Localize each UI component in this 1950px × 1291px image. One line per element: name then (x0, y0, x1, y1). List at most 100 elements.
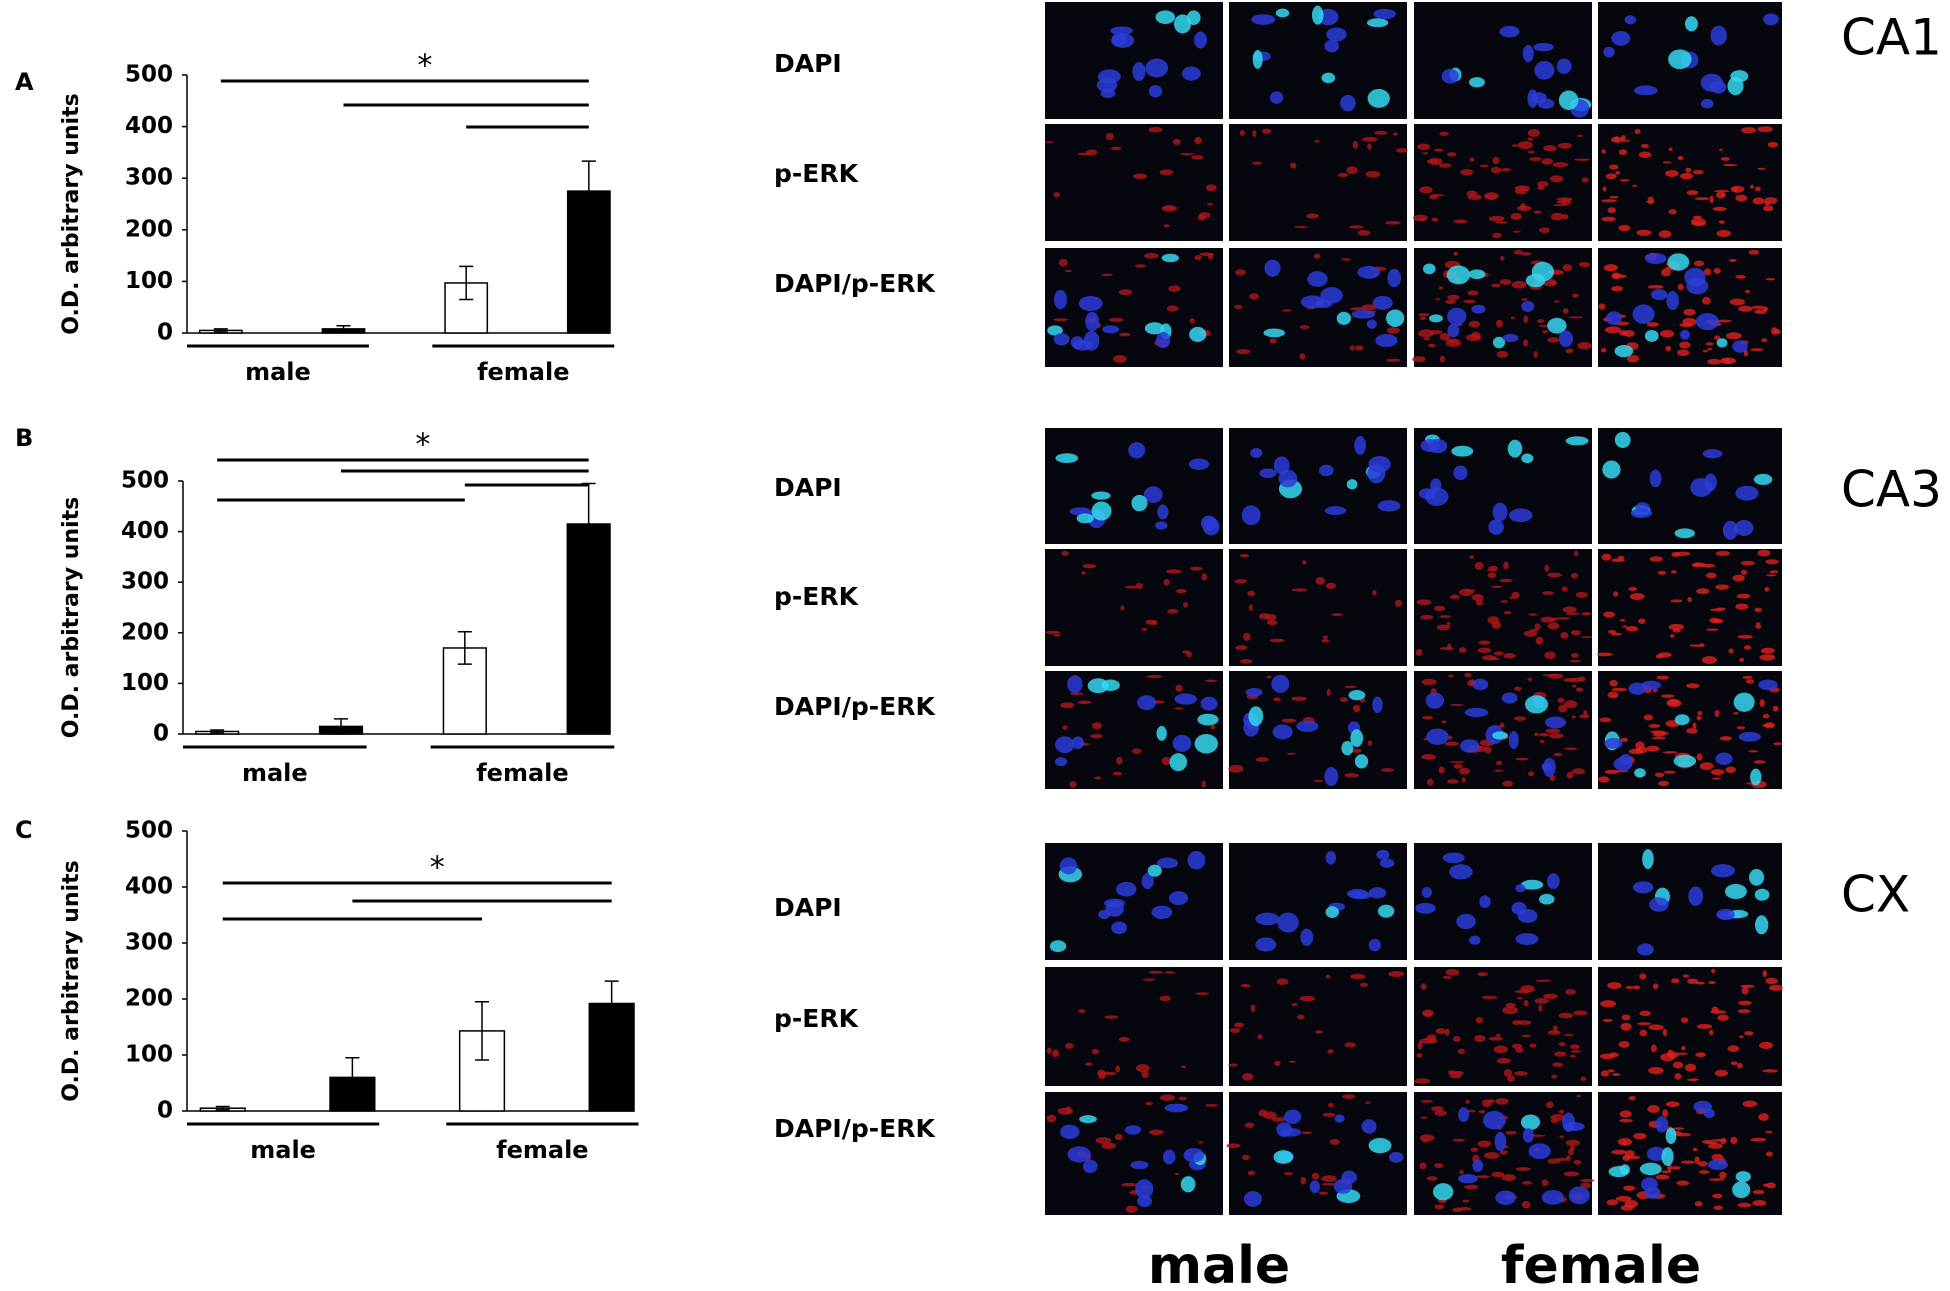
stain-signal (1617, 1137, 1633, 1146)
stain-signal (1243, 632, 1251, 641)
stain-signal (1573, 1159, 1582, 1165)
stain-signal (1760, 647, 1775, 654)
stain-signal (1647, 284, 1664, 289)
stain-signal (1503, 653, 1517, 659)
stain-signal (1562, 308, 1569, 314)
stain-signal (1563, 1171, 1580, 1177)
stain-signal (1565, 989, 1576, 995)
stain-signal (1121, 1182, 1138, 1187)
stain-signal (1739, 1035, 1744, 1038)
stain-signal (1679, 329, 1691, 340)
stain-signal (1348, 689, 1366, 701)
stain-signal (1754, 915, 1769, 935)
stain-signal (1655, 1174, 1670, 1180)
stain-signal (1469, 935, 1481, 945)
stain-signal (1634, 129, 1641, 135)
stain-signal (1427, 1039, 1438, 1044)
stain-signal (1300, 928, 1314, 946)
stain-signal (1273, 1150, 1294, 1164)
stain-signal (1624, 1150, 1635, 1158)
stain-signal (1273, 456, 1290, 475)
stain-signal (1720, 156, 1730, 161)
stain-signal (1638, 618, 1646, 624)
stain-signal (1742, 1100, 1758, 1108)
stain-signal (1525, 695, 1549, 714)
stain-signal (1451, 1071, 1464, 1075)
stain-signal (1730, 185, 1745, 193)
stain-signal (1465, 334, 1482, 342)
stain-signal (1683, 308, 1696, 316)
stain-signal (1764, 1130, 1773, 1134)
stain-signal (1757, 549, 1771, 557)
stain-signal (1064, 269, 1072, 273)
stain-signal (1272, 724, 1293, 740)
stain-signal (1632, 304, 1655, 324)
micrograph (1414, 843, 1592, 960)
stain-signal (1423, 1011, 1433, 1018)
stain-signal (1733, 692, 1755, 712)
stain-signal (1478, 1110, 1486, 1114)
stain-signal (1251, 14, 1276, 25)
stain-signal (1264, 259, 1281, 277)
stain-signal (1059, 857, 1078, 875)
stain-signal (1710, 25, 1727, 46)
stain-signal (1552, 1062, 1564, 1067)
stain-signal (1459, 739, 1480, 753)
stain-signal (1065, 1042, 1074, 1050)
stain-signal (1606, 1199, 1619, 1206)
stain-signal (1543, 993, 1558, 1000)
stain-signal (1712, 206, 1727, 212)
stain-signal (1173, 14, 1192, 34)
stain-signal (1695, 313, 1720, 331)
stain-signal (1071, 736, 1085, 750)
stain-signal (1765, 1151, 1773, 1157)
stain-signal (1648, 1024, 1664, 1031)
stain-signal (1614, 345, 1634, 358)
stain-signal (1500, 168, 1511, 172)
stain-signal (1277, 912, 1299, 933)
stain-signal (1738, 305, 1753, 312)
stain-signal (1091, 1048, 1100, 1055)
stain-signal (1186, 10, 1201, 26)
stain-signal (1228, 1063, 1239, 1067)
column-label: male (1148, 1236, 1290, 1291)
stain-signal (1169, 753, 1188, 772)
stain-signal (1456, 913, 1476, 930)
stain-signal (1570, 572, 1579, 579)
stain-signal (1755, 622, 1761, 625)
stain-signal (1527, 129, 1541, 137)
error-bar (459, 265, 474, 301)
stain-signal (1622, 625, 1628, 628)
error-bar (215, 1105, 230, 1111)
stain-signal (1702, 349, 1709, 353)
stain-signal (1674, 714, 1690, 726)
stain-signal (1507, 439, 1523, 458)
stain-signal (1657, 570, 1667, 575)
stain-signal (1712, 618, 1724, 624)
stain-signal (1692, 1147, 1698, 1152)
stain-signal (1420, 983, 1427, 990)
stain-signal (1701, 656, 1718, 664)
stain-signal (1511, 280, 1527, 289)
stain-signal (1617, 555, 1625, 560)
stain-signal (1060, 702, 1075, 709)
stain-signal (1547, 317, 1567, 334)
stain-signal (1166, 305, 1179, 312)
stain-signal (1396, 148, 1408, 153)
stain-signal (1053, 633, 1061, 637)
stain-signal (1694, 1156, 1700, 1164)
stain-signal (1741, 127, 1757, 134)
stain-signal (1562, 606, 1577, 613)
stain-signal (1375, 333, 1398, 347)
stain-signal (1163, 578, 1170, 586)
stain-signal (1513, 230, 1521, 233)
stain-signal (1665, 170, 1679, 177)
stain-signal (1352, 704, 1361, 713)
stain-signal (1372, 696, 1383, 714)
stain-signal (1434, 1204, 1445, 1210)
stain-signal (1493, 1045, 1509, 1054)
stain-signal (1302, 560, 1307, 565)
bar (588, 1002, 635, 1112)
stain-signal (1551, 1074, 1558, 1079)
stain-signal (1156, 331, 1171, 349)
